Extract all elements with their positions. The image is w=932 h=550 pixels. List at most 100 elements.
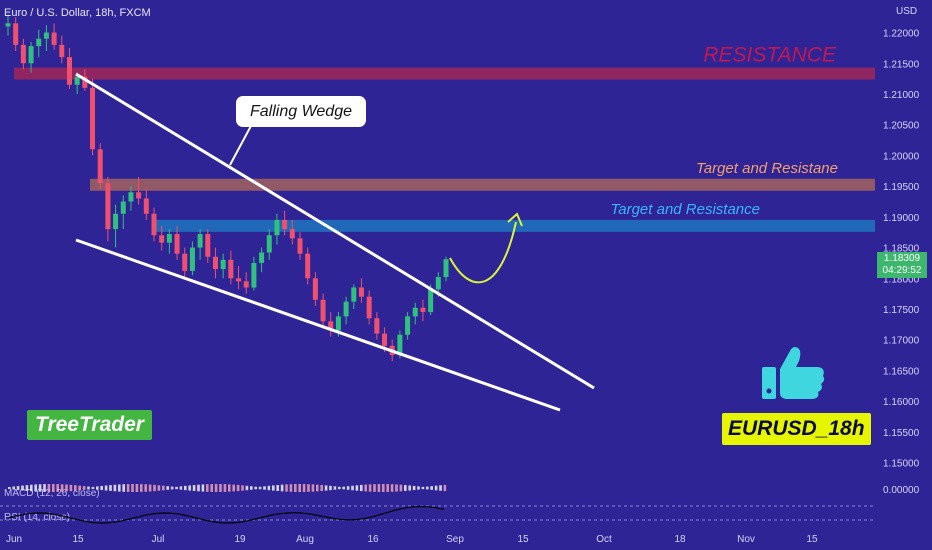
macd-histogram-bar — [30, 484, 33, 492]
macd-histogram-bar — [16, 486, 20, 490]
candle-body — [289, 229, 295, 239]
candle-body — [151, 213, 157, 236]
macd-histogram-bar — [175, 486, 178, 490]
macd-histogram-bar — [140, 484, 143, 492]
candle-body — [236, 278, 242, 282]
macd-histogram-bar — [399, 484, 403, 492]
y-tick-label: 1.21500 — [883, 59, 920, 70]
candle-body — [274, 219, 280, 236]
candle-body — [305, 253, 311, 279]
zone-0 — [14, 67, 875, 80]
candle-body — [328, 321, 334, 331]
x-tick-label: 19 — [234, 534, 246, 545]
macd-label: MACD (12, 26, close) — [4, 488, 100, 499]
macd-histogram-bar — [355, 485, 359, 491]
projection-arrow — [449, 212, 523, 284]
x-tick-label: Jul — [152, 534, 165, 545]
candle-body — [43, 32, 49, 39]
candle-body — [197, 234, 203, 248]
macd-histogram-bar — [272, 485, 275, 491]
candle-body — [59, 44, 65, 58]
macd-histogram-bar — [294, 484, 297, 492]
x-tick-label: 15 — [517, 534, 529, 545]
y-tick-label: 1.17000 — [883, 336, 920, 347]
macd-histogram-bar — [417, 486, 420, 490]
y-tick-label: 1.22000 — [883, 29, 920, 40]
candle-body — [28, 46, 34, 64]
macd-histogram-bar — [439, 485, 442, 491]
macd-histogram-bar — [412, 485, 416, 491]
zones-layer — [14, 67, 875, 232]
callout-pointer — [229, 123, 253, 166]
wedge-lower-line — [75, 238, 561, 412]
macd-histogram-bar — [210, 484, 213, 492]
macd-histogram-bar — [118, 484, 121, 492]
macd-histogram-bar — [360, 484, 363, 492]
candle-body — [297, 238, 303, 254]
candle-body — [382, 333, 388, 346]
macd-histogram-bar — [368, 484, 372, 492]
macd-histogram-bar — [34, 484, 37, 492]
macd-histogram-bar — [430, 486, 433, 490]
macd-histogram-bar — [148, 484, 152, 492]
last-price-value: 1.18309 — [883, 253, 921, 264]
candle-body — [320, 299, 326, 322]
macd-histogram-bar — [223, 484, 227, 492]
macd-histogram-bar — [201, 484, 205, 492]
macd-histogram-bar — [206, 484, 209, 492]
last-price-tag: 1.18309 04:29:52 — [877, 252, 927, 278]
macd-histogram-bar — [43, 484, 46, 492]
y-tick-label: 1.15500 — [883, 428, 920, 439]
macd-histogram-bar — [263, 486, 266, 490]
y-tick-label: 1.18500 — [883, 244, 920, 255]
macd-histogram-bar — [109, 485, 112, 491]
candle-body — [97, 149, 103, 184]
macd-histogram-bar — [184, 485, 187, 491]
candle-body — [174, 234, 180, 254]
candles-layer — [5, 14, 449, 362]
macd-histogram-bar — [228, 484, 231, 492]
macd-histogram-bar — [179, 486, 183, 490]
candle-body — [82, 76, 88, 88]
candle-body — [74, 76, 80, 85]
candle-body — [405, 316, 411, 335]
candle-body — [343, 301, 349, 317]
y-tick-label: 1.19500 — [883, 182, 920, 193]
macd-histogram-bar — [135, 484, 139, 492]
macd-histogram-bar — [122, 484, 125, 492]
macd-histogram-bar — [47, 484, 51, 492]
candle-body — [189, 247, 195, 271]
macd-histogram-bar — [364, 484, 367, 492]
macd-histogram-bar — [38, 484, 42, 492]
zone-label-2: Target and Resistance — [610, 201, 760, 218]
brand-badge: TreeTrader — [27, 410, 152, 440]
wedge-layer — [75, 72, 595, 412]
candle-body — [366, 296, 372, 319]
candle-body — [128, 192, 134, 202]
macd-histogram-bar — [131, 484, 134, 492]
macd-histogram-bar — [60, 484, 64, 492]
candle-body — [312, 278, 318, 300]
macd-histogram-bar — [157, 485, 161, 491]
projection-arrowhead — [507, 212, 523, 227]
candle-body — [266, 235, 272, 253]
macd-histogram-bar — [91, 486, 95, 490]
macd-histogram-bar — [166, 486, 169, 490]
candle-body — [228, 259, 234, 279]
macd-histogram-bar — [373, 484, 376, 492]
candle-body — [351, 287, 357, 302]
macd-histogram-bar — [280, 484, 284, 492]
indicator-panes: MACD (12, 26, close) 0.00000 RSI (14, clos… — [0, 484, 920, 524]
candle-body — [412, 307, 418, 317]
macd-histogram-bar — [56, 484, 59, 492]
macd-histogram-bar — [311, 484, 315, 492]
macd-value: 0.00000 — [883, 485, 920, 496]
bar-countdown: 04:29:52 — [882, 265, 922, 276]
candle-body — [143, 198, 149, 214]
macd-histogram-bar — [21, 485, 24, 491]
candle-body — [259, 252, 265, 263]
macd-histogram-bar — [96, 486, 99, 490]
macd-histogram-bar — [324, 485, 328, 491]
candle-body — [90, 87, 96, 150]
